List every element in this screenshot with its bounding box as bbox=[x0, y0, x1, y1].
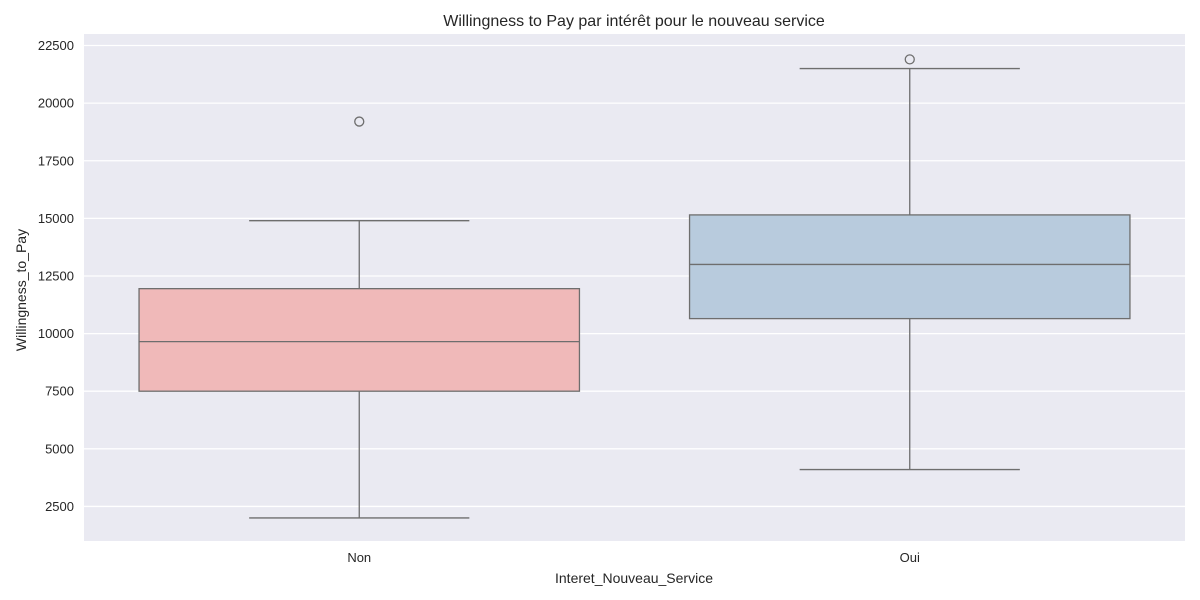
outlier-point bbox=[354, 116, 365, 127]
chart-title: Willingness to Pay par intérêt pour le n… bbox=[443, 13, 825, 30]
x-axis-label: Interet_Nouveau_Service bbox=[555, 570, 713, 586]
box-group-non bbox=[138, 116, 581, 519]
y-tick-label: 22500 bbox=[38, 38, 74, 53]
y-tick-label: 10000 bbox=[38, 326, 74, 341]
x-axis-ticks: Non Oui bbox=[347, 550, 920, 565]
box-iqr bbox=[138, 288, 581, 392]
y-tick-label: 15000 bbox=[38, 211, 74, 226]
box-group-oui bbox=[688, 54, 1131, 471]
y-tick-label: 2500 bbox=[45, 499, 74, 514]
y-axis-ticks: 2500 5000 7500 10000 12500 15000 17500 20000 225… bbox=[38, 38, 74, 514]
y-tick-label: 17500 bbox=[38, 153, 74, 168]
outlier-point bbox=[904, 54, 915, 65]
y-tick-label: 7500 bbox=[45, 384, 74, 399]
y-tick-label: 5000 bbox=[45, 441, 74, 456]
box-iqr bbox=[688, 214, 1131, 320]
y-tick-label: 20000 bbox=[38, 96, 74, 111]
boxes bbox=[138, 54, 1131, 519]
x-tick-label: Oui bbox=[900, 550, 920, 565]
x-tick-label: Non bbox=[347, 550, 371, 565]
y-axis-label: Willingness_to_Pay bbox=[13, 229, 29, 351]
y-tick-label: 12500 bbox=[38, 268, 74, 283]
